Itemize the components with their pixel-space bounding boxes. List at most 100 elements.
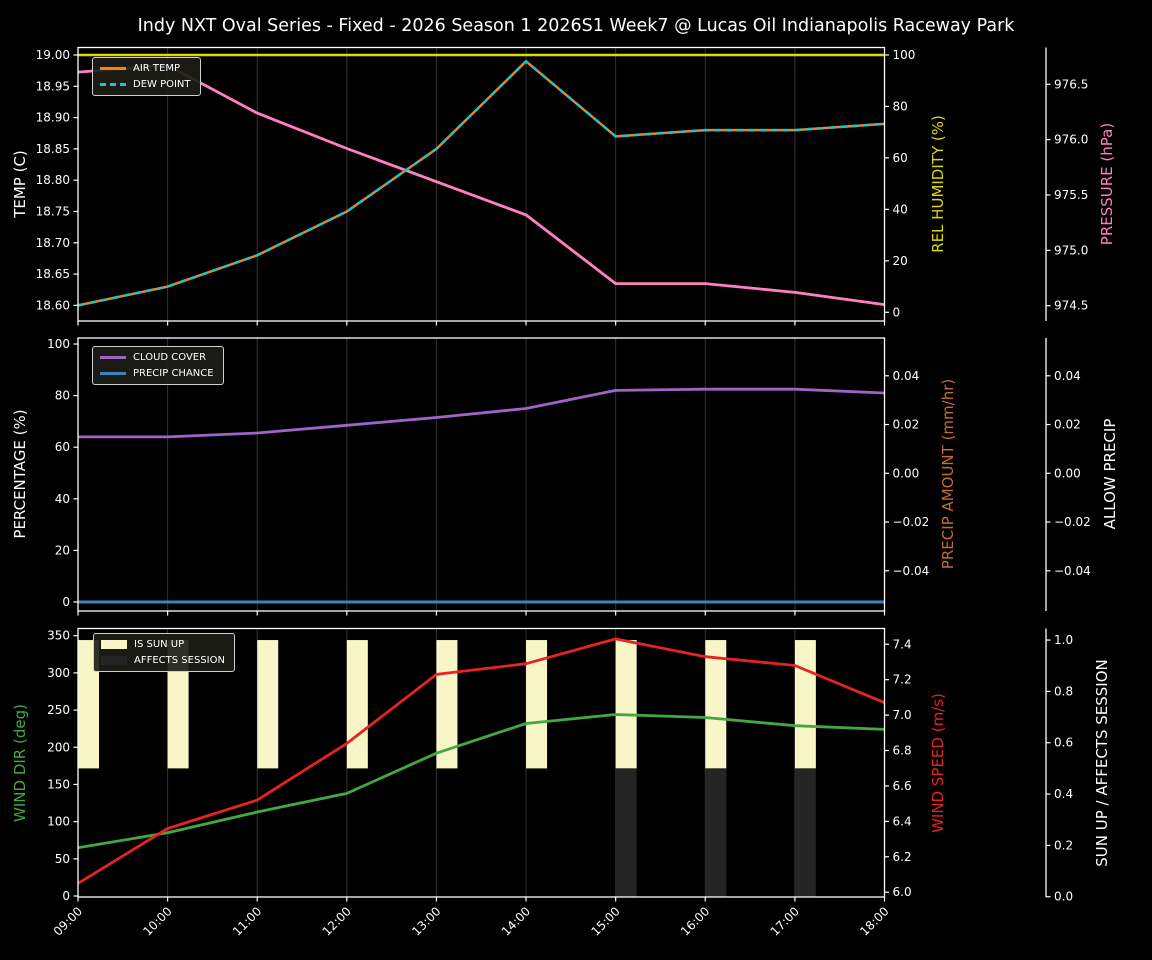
tick-label: 200	[47, 740, 70, 754]
sun-up-bar	[526, 640, 548, 769]
legend-wind: IS SUN UP AFFECTS SESSION	[93, 633, 235, 672]
tick-label: 20	[55, 543, 70, 557]
axis-label-wind-speed: WIND SPEED (m/s)	[929, 693, 947, 833]
tick-label: 6.0	[893, 885, 912, 899]
tick-label: 18.90	[36, 111, 70, 125]
affects-session-patch-swatch	[101, 656, 127, 665]
axis-label-sunup: SUN UP / AFFECTS SESSION	[1093, 659, 1111, 867]
legend-item-cloud-cover: CLOUD COVER	[100, 352, 214, 363]
tick-label: 0.00	[893, 466, 920, 480]
tick-label: 976.0	[1054, 133, 1088, 147]
tick-label: −0.02	[1054, 515, 1091, 529]
affects-session-bar	[615, 768, 637, 897]
legend-label: AIR TEMP	[133, 63, 181, 74]
affects-session-bar	[705, 768, 727, 897]
legend-item-air-temp: AIR TEMP	[100, 63, 191, 74]
legend-label: PRECIP CHANCE	[133, 368, 214, 379]
tick-label: 6.2	[893, 850, 912, 864]
tick-label: 0.4	[1054, 787, 1073, 801]
legend-item-dew-point: DEW POINT	[100, 79, 191, 90]
legend-item-is-sun-up: IS SUN UP	[101, 639, 225, 650]
tick-label: 250	[47, 703, 70, 717]
tick-label: 7.4	[893, 637, 912, 651]
sun-up-bar	[167, 640, 189, 769]
tick-label: 18.80	[36, 173, 70, 187]
air-temp-line-swatch	[100, 67, 126, 70]
x-tick-label: 15:00	[588, 904, 622, 938]
tick-label: 1.0	[1054, 633, 1073, 647]
tick-label: 975.0	[1054, 243, 1088, 257]
chart-title: Indy NXT Oval Series - Fixed - 2026 Seas…	[137, 16, 1015, 36]
x-tick-label: 10:00	[140, 904, 174, 938]
precip-chance-line-swatch	[100, 372, 126, 375]
legend-item-affects-session: AFFECTS SESSION	[101, 655, 225, 666]
legend-item-precip-chance: PRECIP CHANCE	[100, 368, 214, 379]
series-air-temp-line	[77, 60, 885, 307]
tick-label: −0.04	[1054, 564, 1091, 578]
x-tick-label: 17:00	[768, 904, 802, 938]
tick-label: 0.00	[1054, 466, 1081, 480]
axis-label-precip-amount: PRECIP AMOUNT (mm/hr)	[939, 378, 957, 570]
tick-label: 18.75	[36, 204, 70, 218]
dew-point-line-swatch	[100, 83, 126, 86]
sun-up-bar	[794, 640, 816, 769]
series-wind-speed-line	[77, 637, 886, 885]
tick-label: 18.60	[36, 298, 70, 312]
tick-label: 0.6	[1054, 736, 1073, 750]
x-tick-label: 09:00	[51, 904, 85, 938]
sun-up-bar	[346, 640, 368, 769]
tick-label: 20	[893, 254, 908, 268]
tick-label: 976.5	[1054, 77, 1088, 91]
tick-label: 6.6	[893, 779, 912, 793]
axis-label-temp: TEMP (C)	[11, 150, 29, 218]
tick-label: 0.2	[1054, 838, 1073, 852]
tick-label: 50	[55, 852, 70, 866]
tick-label: 40	[893, 202, 908, 216]
panel-border	[77, 46, 886, 322]
tick-label: 974.5	[1054, 299, 1088, 313]
tick-label: 7.2	[893, 673, 912, 687]
sun-up-bar	[78, 640, 99, 769]
tick-label: 100	[893, 48, 916, 62]
x-tick-label: 12:00	[320, 904, 354, 938]
tick-label: 0	[62, 889, 70, 903]
tick-label: 7.0	[893, 708, 912, 722]
tick-label: 18.65	[36, 267, 70, 281]
axis-label-wind-dir: WIND DIR (deg)	[11, 704, 29, 822]
legend-label: CLOUD COVER	[133, 352, 207, 363]
series-dew-point-line	[77, 60, 885, 307]
sun-up-bar	[705, 640, 727, 769]
tick-label: 19.00	[36, 48, 70, 62]
tick-label: 60	[55, 440, 70, 454]
tick-label: −0.04	[893, 564, 930, 578]
series-pressure-line	[77, 64, 885, 306]
x-tick-label: 18:00	[857, 904, 891, 938]
tick-label: 0	[62, 595, 70, 609]
tick-label: 18.70	[36, 236, 70, 250]
sun-up-patch-swatch	[101, 640, 127, 649]
axis-label-humidity: REL HUMIDITY (%)	[929, 115, 947, 253]
tick-label: 0.02	[1054, 418, 1081, 432]
series-cloud-cover-line	[78, 387, 885, 439]
tick-label: 0.8	[1054, 684, 1073, 698]
tick-label: 60	[893, 151, 908, 165]
tick-label: 40	[55, 492, 70, 506]
tick-label: 100	[47, 337, 70, 351]
tick-label: 80	[55, 389, 70, 403]
series-wind-dir-line	[77, 713, 885, 850]
cloud-cover-line-swatch	[100, 356, 126, 359]
x-tick-label: 13:00	[409, 904, 443, 938]
tick-label: −0.02	[893, 515, 930, 529]
tick-label: 0	[893, 305, 901, 319]
tick-label: 300	[47, 666, 70, 680]
x-tick-label: 11:00	[230, 904, 264, 938]
tick-label: 100	[47, 815, 70, 829]
affects-session-bar	[794, 768, 816, 897]
legend-temperature: AIR TEMP DEW POINT	[92, 57, 201, 96]
tick-label: 150	[47, 777, 70, 791]
legend-label: AFFECTS SESSION	[134, 655, 225, 666]
sun-up-bar	[615, 640, 637, 769]
tick-label: 0.04	[893, 369, 920, 383]
